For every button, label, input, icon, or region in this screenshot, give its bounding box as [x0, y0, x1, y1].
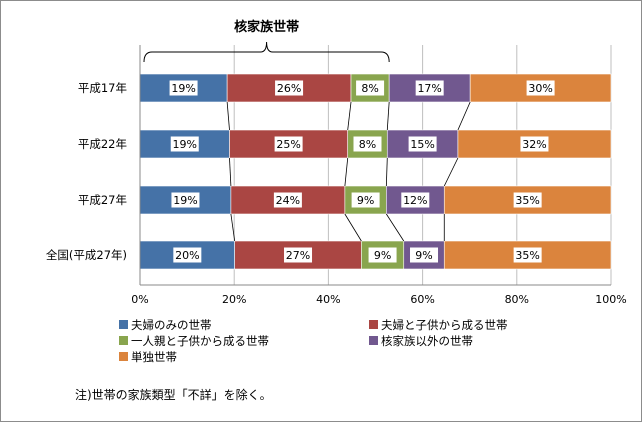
data-label-box	[520, 136, 549, 152]
data-label: 19%	[173, 138, 197, 151]
data-label-box	[410, 247, 439, 263]
category-label: 全国(平成27年)	[46, 248, 127, 262]
data-label: 8%	[359, 138, 376, 151]
legend-label: 一人親と子供から成る世帯	[131, 334, 269, 348]
data-label: 35%	[515, 194, 539, 207]
data-label: 9%	[357, 194, 374, 207]
data-label-box	[526, 80, 555, 96]
series-lines	[226, 101, 471, 242]
x-tick-label: 100%	[595, 293, 626, 306]
data-label: 35%	[515, 249, 539, 262]
data-label: 15%	[410, 138, 434, 151]
data-label: 30%	[528, 82, 552, 95]
data-label-box	[284, 247, 313, 263]
data-label-box	[173, 247, 202, 263]
legend-swatch	[369, 320, 378, 329]
data-label-box	[356, 80, 385, 96]
data-label: 8%	[361, 82, 378, 95]
series-line	[229, 157, 232, 187]
series-line	[226, 101, 230, 131]
bracket-title: 核家族世帯	[234, 19, 299, 35]
series-line	[344, 157, 349, 187]
data-label: 20%	[175, 249, 199, 262]
legend-swatch	[119, 336, 128, 345]
data-label-box	[171, 192, 200, 208]
legend-label: 核家族以外の世帯	[381, 334, 473, 348]
legend-swatch	[119, 352, 128, 361]
data-label: 12%	[403, 194, 427, 207]
legend-swatch	[369, 336, 378, 345]
x-tick-label: 60%	[410, 293, 434, 306]
data-label-box	[353, 136, 382, 152]
legend-label: 単独世帯	[131, 350, 177, 364]
data-label-box	[351, 192, 380, 208]
x-tick-label: 80%	[505, 293, 529, 306]
data-label-box	[275, 80, 304, 96]
data-label-box	[513, 247, 542, 263]
data-label: 24%	[276, 194, 300, 207]
legend-label: 夫婦と子供から成る世帯	[381, 318, 508, 332]
data-label-box	[368, 247, 397, 263]
nuclear-family-bracket: 核家族世帯	[143, 19, 390, 63]
series-line	[385, 157, 388, 187]
legend-label: 夫婦のみの世帯	[131, 318, 212, 332]
data-label-box	[513, 192, 542, 208]
data-label-box	[274, 136, 303, 152]
data-label-box	[169, 80, 198, 96]
series-line	[347, 101, 352, 131]
data-label: 9%	[415, 249, 432, 262]
data-label-box	[273, 192, 302, 208]
bars	[139, 73, 612, 270]
bracket-line	[143, 41, 390, 63]
data-label: 32%	[522, 138, 546, 151]
series-line	[457, 101, 471, 131]
series-line	[385, 213, 405, 242]
data-label: 19%	[173, 194, 197, 207]
data-label: 9%	[374, 249, 391, 262]
series-line	[386, 101, 390, 131]
x-tick-label: 40%	[316, 293, 340, 306]
series-line	[344, 213, 362, 242]
x-tick-label: 20%	[222, 293, 246, 306]
legend-swatch	[119, 320, 128, 329]
data-label-box	[401, 192, 430, 208]
data-labels: 19% 26% 8% 17% 30% 19% 25% 8% 15% 32% 19% 24% 9% 12% 3…	[169, 80, 555, 263]
x-tick-label: 0%	[131, 293, 148, 306]
data-label-box	[170, 136, 199, 152]
data-label: 19%	[171, 82, 195, 95]
series-line	[443, 157, 459, 187]
category-label: 平成27年	[78, 193, 127, 207]
category-label: 平成22年	[78, 137, 127, 151]
data-label: 17%	[417, 82, 441, 95]
data-label-box	[415, 80, 444, 96]
data-label: 26%	[277, 82, 301, 95]
category-label: 平成17年	[78, 81, 127, 95]
footnote: 注)世帯の家族類型「不詳」を除く。	[75, 387, 272, 402]
series-line	[230, 213, 236, 242]
data-label: 25%	[276, 138, 300, 151]
axes: 0% 20% 40% 60% 80% 100% 平成17年平成22年平成27年全国(平成27…	[46, 45, 627, 306]
data-label: 27%	[286, 249, 310, 262]
data-label-box	[408, 136, 437, 152]
